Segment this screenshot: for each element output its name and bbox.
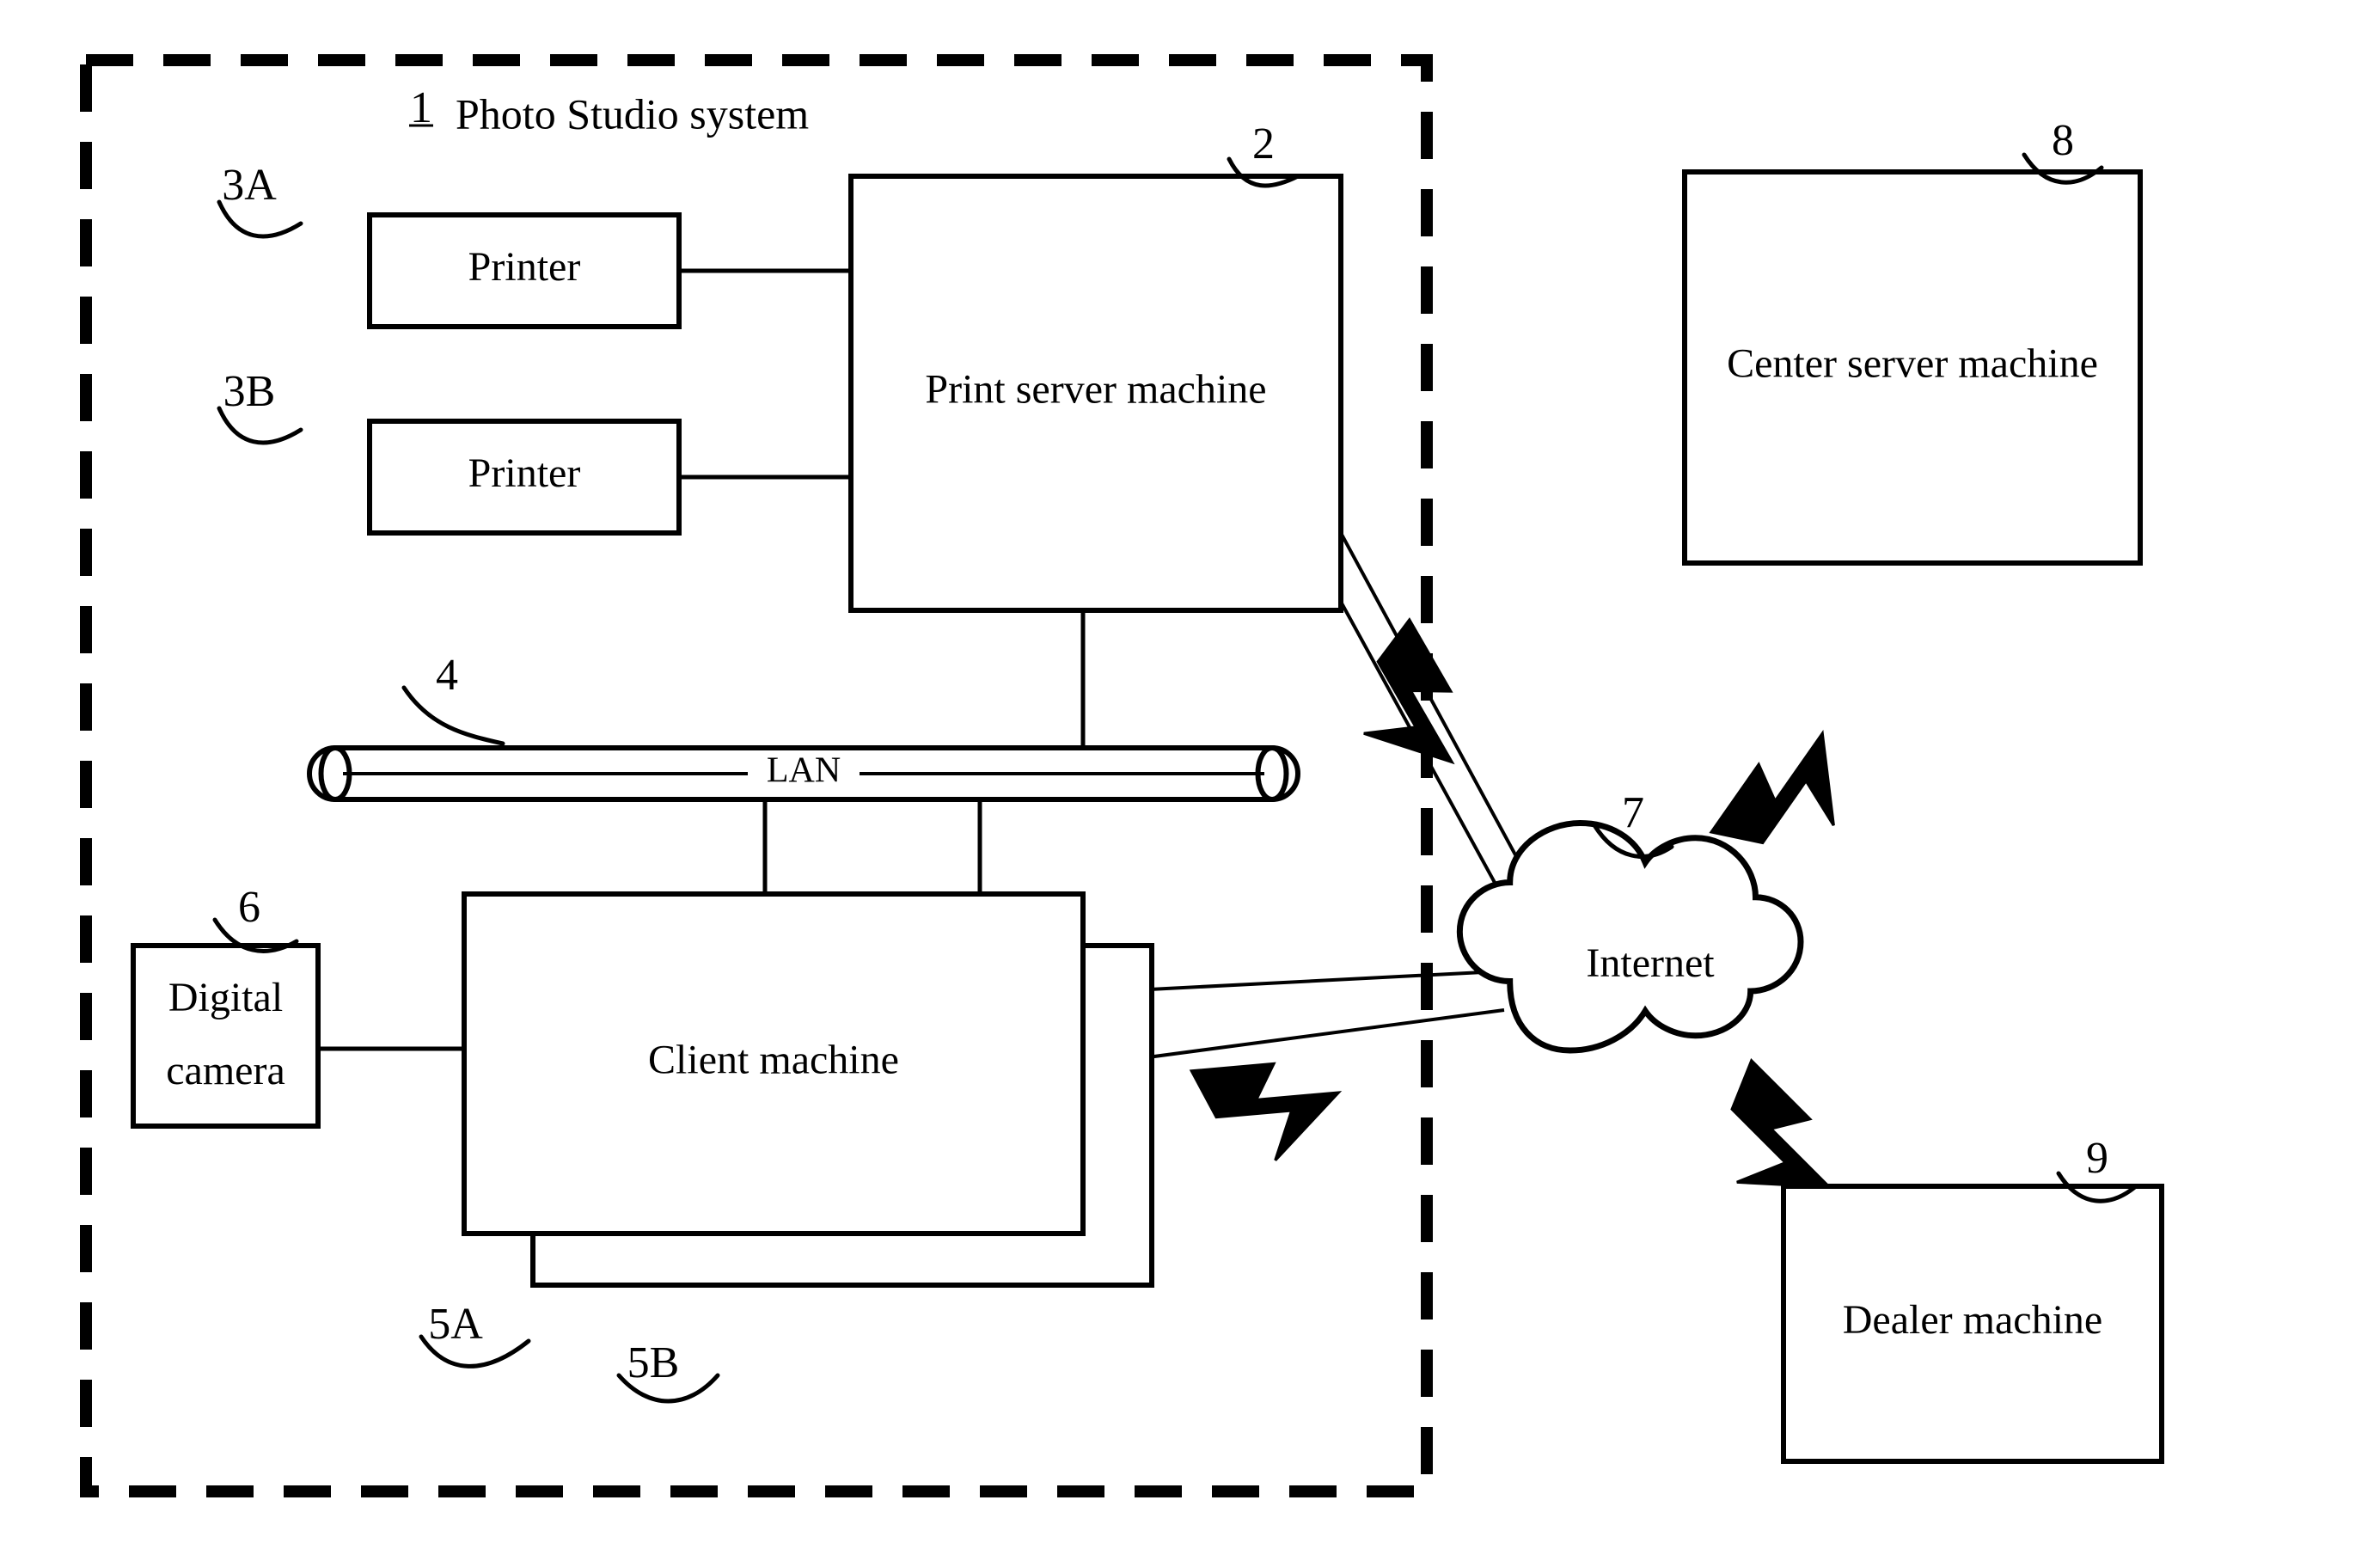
client-a-label: Client machine [648,1038,899,1083]
ref-printer_a: 3A [222,161,277,210]
dealer-label: Dealer machine [1843,1297,2102,1343]
camera-label-2: camera [166,1048,285,1093]
camera-label-1: Digital [168,975,283,1020]
internet-label: Internet [1586,940,1715,986]
radio-line-print_server-internet [1341,533,1534,890]
lan-bus: LAN [309,748,1298,799]
lan-label: LAN [767,751,841,791]
system-title: Photo Studio system [456,89,809,138]
printer-b-label: Printer [468,450,581,496]
ref-print_server: 2 [1252,119,1275,168]
print-server-label: Print server machine [925,367,1266,413]
center-server-label: Center server machine [1727,341,2098,387]
ref-client_b: 5B [627,1338,680,1387]
camera-box [133,946,318,1126]
printer-a-label: Printer [468,244,581,290]
ref-lan: 4 [436,651,458,700]
bolt-print_server-internet [1326,620,1482,793]
ref-printer_b: 3B [223,367,276,416]
ref-center_server: 8 [2052,116,2074,165]
bolt-client_a-internet [1191,1058,1343,1166]
ref-client_a: 5A [428,1300,483,1349]
ref-dealer: 9 [2086,1134,2108,1183]
ref-internet: 7 [1622,788,1644,837]
ref-camera: 6 [238,883,260,932]
